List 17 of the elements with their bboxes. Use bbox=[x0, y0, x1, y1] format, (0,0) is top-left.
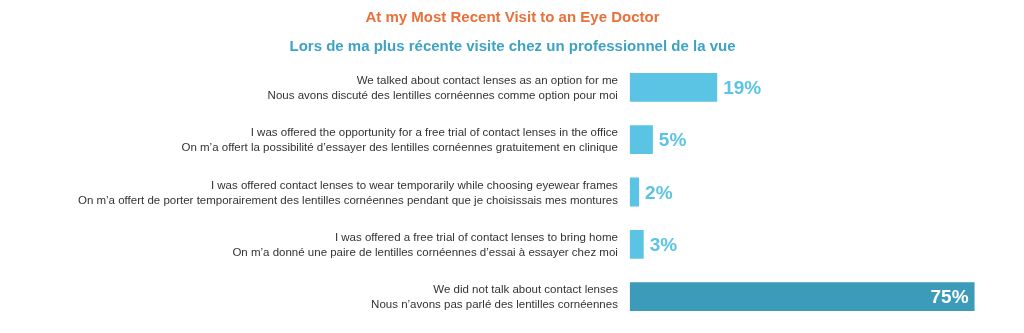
bar bbox=[629, 177, 640, 207]
data-label: 5% bbox=[658, 129, 687, 151]
chart-title: At my Most Recent Visit to an Eye Doctor bbox=[365, 7, 660, 25]
data-label: 19% bbox=[723, 76, 762, 98]
bar bbox=[629, 282, 975, 312]
bar bbox=[629, 229, 644, 259]
data-label: 75% bbox=[930, 286, 969, 308]
y-tick-label: I was offered the opportunity for a free trial of contact lenses in the office On m’a offert la possibilité d’essayer des lentilles cornéennes gratuitement en clinique bbox=[181, 126, 618, 154]
y-tick-label: We talked about contact lenses as an option for me Nous avons discuté des lentilles cornéennes comme option pour moi bbox=[267, 73, 618, 101]
y-tick-label: I was offered a free trial of contact lenses to bring home On m’a donné une paire de lentilles cornéennes d’essai à essayer chez moi bbox=[232, 230, 618, 258]
bar bbox=[629, 72, 718, 102]
bar bbox=[629, 125, 653, 155]
chart-subtitle: Lors de ma plus récente visite chez un professionnel de la vue bbox=[289, 36, 736, 54]
y-tick-label: I was offered contact lenses to wear temporarily while choosing eyewear frames On m’a offert de porter temporairement des lentilles cornéennes pendant que je choisissais mes montures bbox=[77, 178, 619, 206]
data-label: 3% bbox=[649, 233, 678, 255]
y-tick-label: We did not talk about contact lenses Nous n’avons pas parlé des lentilles cornéennes bbox=[371, 283, 619, 311]
data-label: 2% bbox=[645, 181, 673, 203]
